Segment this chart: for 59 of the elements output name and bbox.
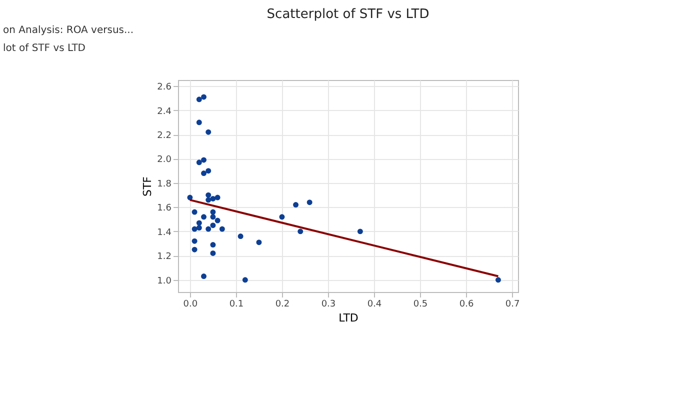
x-axis-title: LTD — [338, 312, 358, 324]
text: lot of STF vs LTD — [3, 43, 86, 54]
x-tick-label: 0.1 — [229, 300, 244, 310]
point — [495, 277, 501, 283]
y-tick-label: 2.2 — [157, 131, 172, 142]
y-tick-label: 1.2 — [157, 252, 172, 262]
point — [206, 226, 212, 232]
point — [196, 120, 202, 126]
point — [206, 197, 212, 203]
x-tick-label: 0.2 — [275, 300, 290, 310]
y-tick-label: 1.8 — [157, 179, 172, 190]
point — [214, 194, 220, 200]
point — [192, 246, 198, 252]
y-tick-label: 1.4 — [157, 228, 172, 238]
point — [214, 218, 220, 224]
y-tick-label: 1.0 — [157, 276, 172, 286]
point — [206, 129, 212, 135]
point — [210, 196, 216, 202]
y-tick-label: 2.6 — [157, 82, 172, 93]
point — [201, 170, 207, 176]
x-tick-label: 0.6 — [459, 300, 474, 310]
point — [293, 202, 299, 208]
point — [210, 250, 216, 256]
x-tick-label: 0.7 — [505, 300, 520, 310]
point — [201, 274, 207, 279]
point — [357, 228, 363, 234]
point — [192, 226, 198, 232]
point — [210, 209, 216, 215]
x-tick-label: 0.3 — [321, 300, 336, 310]
y-tick-label: 1.6 — [157, 204, 172, 214]
point — [206, 192, 212, 198]
point — [206, 168, 212, 174]
point — [201, 214, 207, 220]
point — [210, 222, 216, 228]
x-tick-label: 0.4 — [367, 300, 382, 310]
point — [192, 209, 198, 215]
point — [298, 228, 304, 234]
point — [192, 238, 198, 244]
point — [210, 242, 216, 248]
text: on Analysis: ROA versus... — [3, 25, 134, 36]
point — [196, 96, 202, 102]
y-tick-label: 2.0 — [157, 155, 172, 166]
point — [306, 200, 312, 206]
point — [196, 220, 202, 226]
chart-title: Scatterplot of STF vs LTD — [266, 7, 430, 22]
point — [238, 234, 244, 240]
y-axis-title: STF — [141, 176, 154, 197]
point — [201, 94, 207, 100]
point — [256, 240, 262, 246]
point — [242, 277, 248, 283]
point — [219, 226, 225, 232]
point — [196, 225, 202, 231]
point — [279, 214, 285, 220]
point — [210, 214, 216, 220]
point — [201, 157, 207, 163]
x-tick-label: 0.5 — [413, 300, 428, 310]
x-tick-label: 0.0 — [183, 300, 198, 310]
point — [196, 160, 202, 166]
y-tick-label: 2.4 — [157, 106, 172, 117]
